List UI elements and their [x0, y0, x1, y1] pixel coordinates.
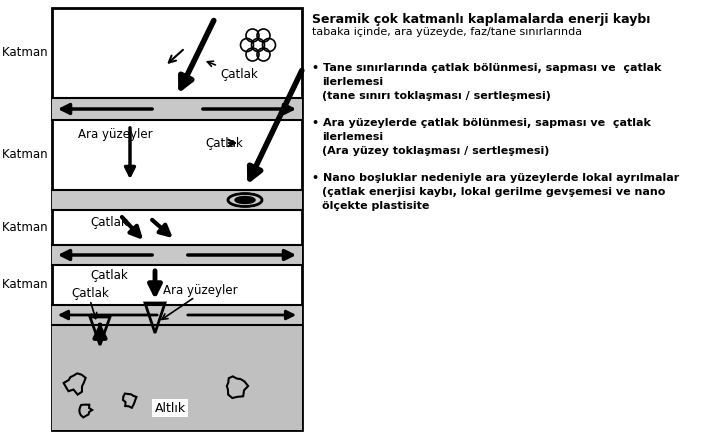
- Bar: [52, 98, 302, 120]
- Text: Ara yüzeyler: Ara yüzeyler: [78, 128, 152, 141]
- Text: Seramik çok katmanlı kaplamalarda enerji kaybı: Seramik çok katmanlı kaplamalarda enerji…: [312, 13, 650, 26]
- Ellipse shape: [235, 197, 255, 204]
- Text: 1. Katman: 1. Katman: [0, 279, 48, 292]
- Bar: [52, 8, 302, 430]
- Text: Çatlak: Çatlak: [220, 68, 258, 81]
- Text: • Ara yüzeylerde çatlak bölünmesi, sapması ve  çatlak: • Ara yüzeylerde çatlak bölünmesi, sapma…: [312, 118, 651, 128]
- Text: Ara yüzeyler: Ara yüzeyler: [162, 284, 238, 297]
- Text: (çatlak enerjisi kaybı, lokal gerilme gevşemesi ve nano: (çatlak enerjisi kaybı, lokal gerilme ge…: [322, 187, 665, 197]
- Text: (Ara yüzey toklaşması / sertleşmesi): (Ara yüzey toklaşması / sertleşmesi): [322, 146, 549, 156]
- Bar: [52, 325, 302, 430]
- Text: Altlık: Altlık: [155, 402, 186, 414]
- Bar: [52, 305, 302, 325]
- Bar: [52, 190, 302, 210]
- Text: Çatlak: Çatlak: [205, 137, 242, 149]
- Text: 2. Katman: 2. Katman: [0, 221, 48, 234]
- Text: • Nano boşluklar nedeniyle ara yüzeylerde lokal ayrılmalar: • Nano boşluklar nedeniyle ara yüzeylerd…: [312, 173, 679, 183]
- Bar: [52, 245, 302, 265]
- Text: • Tane sınırlarında çatlak bölünmesi, sapması ve  çatlak: • Tane sınırlarında çatlak bölünmesi, sa…: [312, 63, 661, 73]
- Text: ölçekte plastisite: ölçekte plastisite: [322, 201, 430, 211]
- Text: 2. Katman: 2. Katman: [0, 46, 48, 60]
- Text: ilerlemesi: ilerlemesi: [322, 132, 383, 142]
- Text: ilerlemesi: ilerlemesi: [322, 77, 383, 87]
- Text: (tane sınırı toklaşması / sertleşmesi): (tane sınırı toklaşması / sertleşmesi): [322, 91, 551, 101]
- Text: Çatlak: Çatlak: [90, 268, 128, 282]
- Text: tabaka içinde, ara yüzeyde, faz/tane sınırlarında: tabaka içinde, ara yüzeyde, faz/tane sın…: [312, 27, 582, 37]
- Text: 1. Katman: 1. Katman: [0, 148, 48, 162]
- Text: Çatlak: Çatlak: [71, 287, 109, 300]
- Text: Çatlak: Çatlak: [90, 216, 128, 229]
